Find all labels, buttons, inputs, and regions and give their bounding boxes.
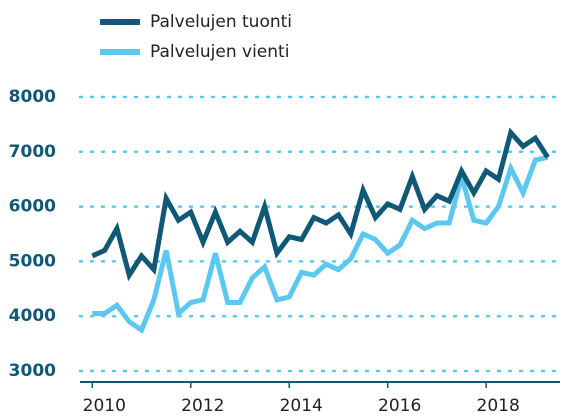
y-tick-label: 3000	[9, 361, 56, 381]
x-tick-label: 2014	[280, 396, 323, 416]
legend-label: Palvelujen vienti	[150, 42, 289, 62]
y-tick-label: 4000	[9, 306, 56, 326]
x-tick-label: 2012	[181, 396, 224, 416]
legend-label: Palvelujen tuonti	[150, 12, 292, 32]
series-line	[92, 154, 549, 334]
x-tick-label: 2010	[83, 396, 126, 416]
y-tick-label: 5000	[9, 251, 56, 271]
x-tick-label: 2016	[378, 396, 421, 416]
y-tick-label: 8000	[9, 87, 56, 107]
y-tick-label: 6000	[9, 197, 56, 217]
series-line	[91, 127, 550, 282]
x-tick-label: 2018	[477, 396, 520, 416]
y-tick-label: 7000	[9, 142, 56, 162]
